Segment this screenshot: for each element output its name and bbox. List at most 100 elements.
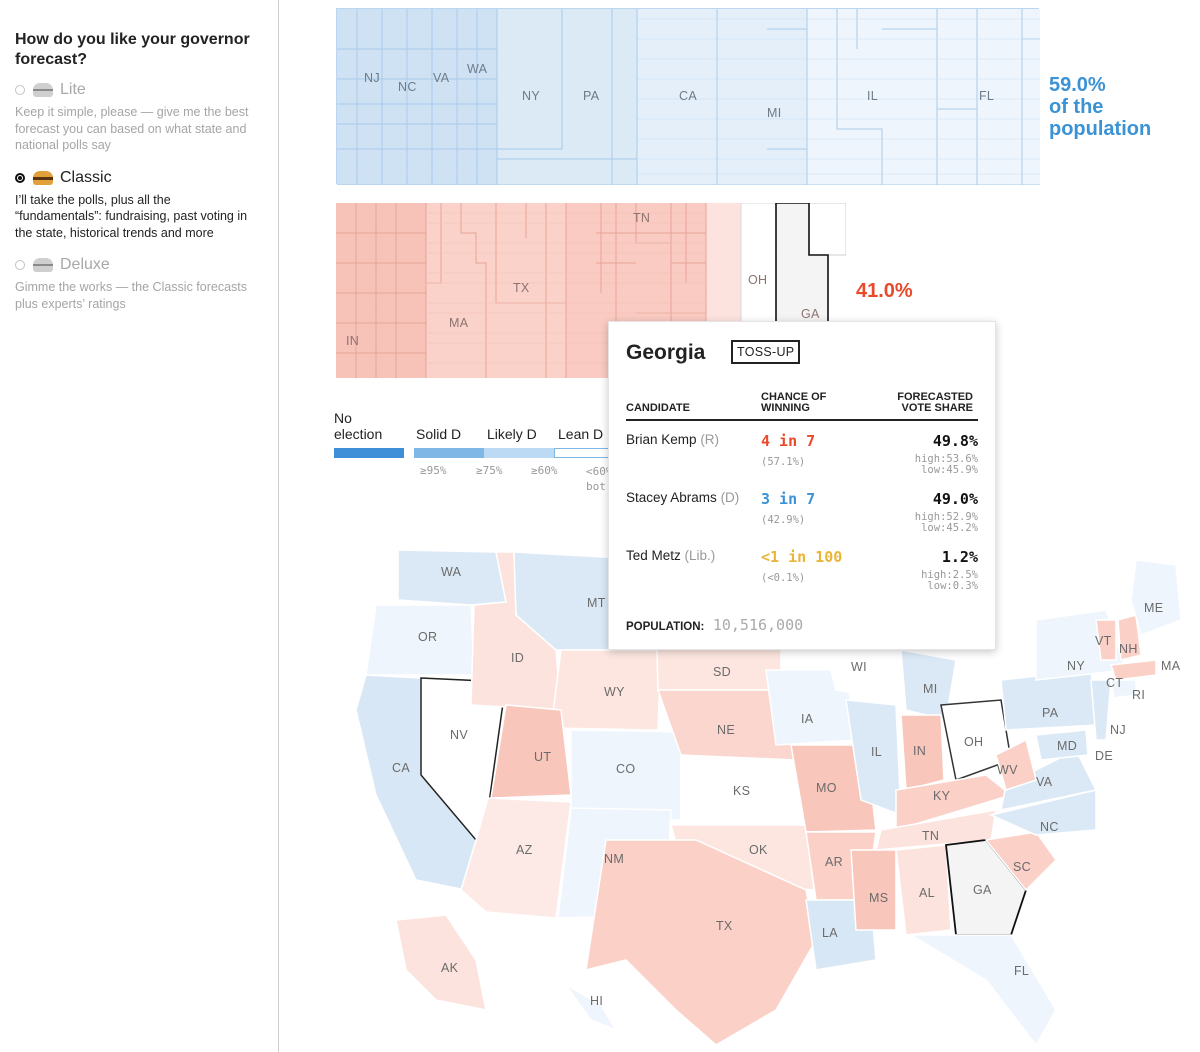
map-label-sd: SD xyxy=(713,665,731,679)
legend-label: No election xyxy=(334,410,383,442)
map-label-ks: KS xyxy=(733,784,751,798)
map-label-in: IN xyxy=(913,744,927,758)
rep-label-tx: TX xyxy=(513,281,530,295)
state-az xyxy=(460,797,572,919)
dem-label-nj: NJ xyxy=(364,71,380,85)
map-label-wi: WI xyxy=(851,660,867,674)
map-label-ca: CA xyxy=(392,761,410,775)
tooltip-population: POPULATION: 10,516,000 xyxy=(626,616,803,635)
map-label-ak: AK xyxy=(441,961,459,975)
map-label-ny: NY xyxy=(1067,659,1085,673)
state-ms xyxy=(850,849,897,931)
col-chance-line1: CHANCE OF xyxy=(761,391,827,403)
map-label-ri: RI xyxy=(1132,688,1146,702)
vote-share-high: high:52.9% xyxy=(914,511,978,523)
rep-population-share: 41.0% xyxy=(856,280,913,302)
map-label-ne: NE xyxy=(717,723,735,737)
state-mo xyxy=(790,744,877,833)
option-deluxe-label: Deluxe xyxy=(60,256,110,273)
map-label-md: MD xyxy=(1057,739,1078,753)
state-me xyxy=(1130,559,1182,636)
rep-label-oh: OH xyxy=(748,273,768,287)
rep-label-in: IN xyxy=(346,334,360,348)
map-label-wa: WA xyxy=(441,565,462,579)
legend-bar-no-election xyxy=(334,448,404,458)
radio-classic[interactable] xyxy=(15,172,25,183)
tooltip-header-rule xyxy=(626,419,978,421)
state-ga xyxy=(945,839,1028,936)
map-label-al: AL xyxy=(919,886,935,900)
tooltip-rating-badge: TOSS-UP xyxy=(731,340,801,364)
vote-share: 1.2% xyxy=(941,548,978,566)
chance-percent: (57.1%) xyxy=(761,456,806,468)
map-label-oh: OH xyxy=(964,735,984,749)
vote-share-low: low:45.9% xyxy=(921,464,978,476)
state-wy xyxy=(550,649,662,731)
state-ct xyxy=(1110,679,1137,699)
map-label-co: CO xyxy=(616,762,636,776)
dem-pct-value: 59.0% xyxy=(1049,74,1106,96)
radio-lite[interactable] xyxy=(15,85,25,95)
state-nh xyxy=(1117,614,1142,661)
map-label-pa: PA xyxy=(1042,706,1059,720)
dem-label-wa: WA xyxy=(467,62,488,76)
option-classic[interactable]: Classic I’ll take the polls, plus all th… xyxy=(15,168,263,242)
map-label-mo: MO xyxy=(816,781,837,795)
legend-threshold: ≥60% xyxy=(531,464,558,477)
map-label-il: IL xyxy=(871,745,883,759)
map-label-mi: MI xyxy=(923,682,938,696)
map-label-ma: MA xyxy=(1161,659,1181,673)
state-nj xyxy=(1090,679,1112,741)
radio-deluxe[interactable] xyxy=(15,260,25,270)
sidebar-title: How do you like your governor forecast? xyxy=(15,31,250,68)
vote-share-high: high:2.5% xyxy=(921,569,978,581)
population-label: POPULATION: xyxy=(626,621,705,633)
map-label-sc: SC xyxy=(1013,860,1031,874)
dem-label-pa: PA xyxy=(583,89,600,103)
map-label-vt: VT xyxy=(1095,634,1112,648)
rep-label-tn: TN xyxy=(633,211,651,225)
col-chance-line2: WINNING xyxy=(761,402,810,414)
legend-threshold: ≥95% xyxy=(420,464,447,477)
option-deluxe-desc: Gimme the works — the Classic forecasts … xyxy=(15,280,248,311)
rep-label-ga: GA xyxy=(801,307,820,321)
map-label-az: AZ xyxy=(516,843,533,857)
chance-of-winning: 3 in 7 xyxy=(761,490,816,508)
map-label-tx: TX xyxy=(716,919,733,933)
map-label-ky: KY xyxy=(933,789,951,803)
chance-percent: (<0.1%) xyxy=(761,572,806,584)
option-lite-label: Lite xyxy=(60,81,86,98)
map-label-ut: UT xyxy=(534,750,552,764)
map-label-wv: WV xyxy=(997,763,1018,777)
map-label-id: ID xyxy=(511,651,525,665)
state-hi xyxy=(565,984,618,1032)
map-label-or: OR xyxy=(418,630,438,644)
map-label-de: DE xyxy=(1095,749,1113,763)
map-label-ms: MS xyxy=(869,891,889,905)
legend-threshold: <60% bot xyxy=(586,465,613,493)
map-label-me: ME xyxy=(1144,601,1164,615)
dem-label-ca: CA xyxy=(679,89,697,103)
map-label-nv: NV xyxy=(450,728,468,742)
candidate-row: Brian Kemp (R) 4 in 7 (57.1%) 49.8% high… xyxy=(626,432,978,490)
legend-label: Likely D xyxy=(487,426,537,442)
dem-population-share: 59.0% of the population xyxy=(1049,74,1189,140)
chance-of-winning: <1 in 100 xyxy=(761,548,843,566)
vote-share-low: low:0.3% xyxy=(927,580,978,592)
rep-label-ma: MA xyxy=(449,316,469,330)
dem-label-fl: FL xyxy=(979,89,995,103)
option-deluxe[interactable]: Deluxe Gimme the works — the Classic for… xyxy=(15,255,263,312)
col-chance-header: CHANCE OF WINNING xyxy=(761,392,826,414)
col-share-header: FORECASTED VOTE SHARE xyxy=(897,392,973,414)
state-vt xyxy=(1095,619,1117,661)
candidate-name: Brian Kemp (R) xyxy=(626,432,720,447)
state-fl xyxy=(908,934,1057,1047)
state-tooltip: Georgia TOSS-UP CANDIDATE CHANCE OF WINN… xyxy=(608,321,996,650)
option-lite[interactable]: Lite Keep it simple, please — give me th… xyxy=(15,80,263,154)
chance-of-winning: 4 in 7 xyxy=(761,432,816,450)
option-classic-label: Classic xyxy=(60,168,112,186)
state-va xyxy=(1000,748,1098,811)
state-ak xyxy=(395,914,487,1011)
state-nc xyxy=(988,789,1097,836)
